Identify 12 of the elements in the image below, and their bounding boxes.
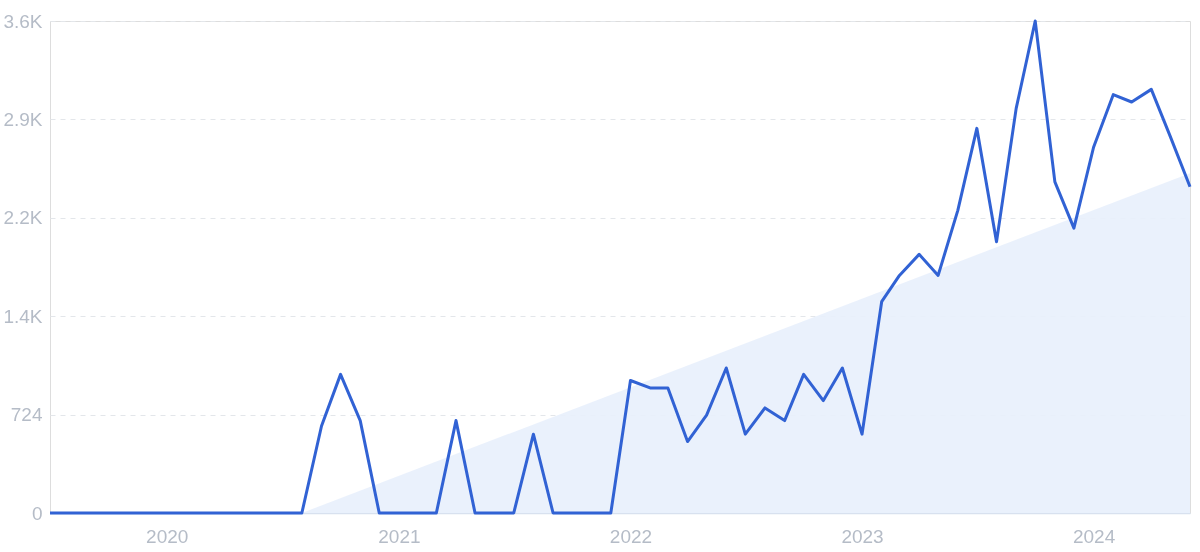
y-tick-label: 2.9K [3,108,43,130]
y-tick-label: 1.4K [3,305,43,327]
x-tick-label: 2023 [841,525,884,547]
y-tick-label: 724 [10,404,43,426]
x-tick-label: 2020 [146,525,189,547]
x-tick-label: 2024 [1072,525,1116,547]
x-tick-label: 2021 [378,525,421,547]
y-tick-label: 3.6K [3,10,43,32]
x-tick-label: 2022 [609,525,653,547]
line-series [48,19,1192,515]
y-tick-label: 2.2K [3,207,43,229]
y-tick-label: 0 [31,502,43,524]
